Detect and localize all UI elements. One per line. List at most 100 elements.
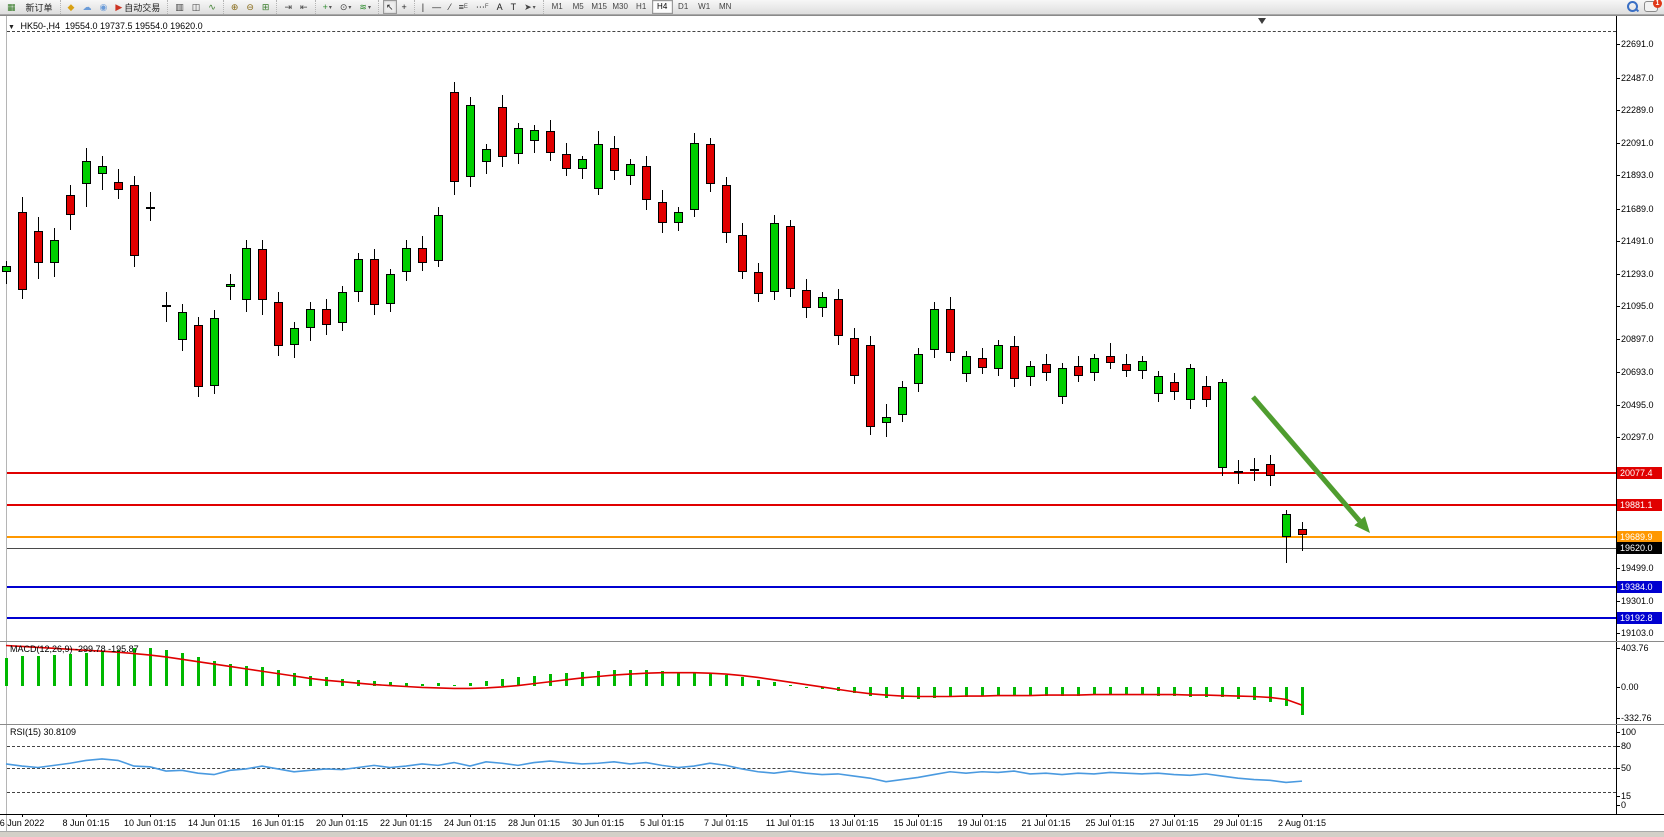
candle-bearish: [66, 195, 75, 215]
macd-pane-separator[interactable]: [0, 641, 1664, 642]
text-label-button[interactable]: T: [508, 0, 520, 14]
equidistant-channel-button[interactable]: ≡ E: [456, 0, 471, 14]
market-watch-icon[interactable]: ☁: [79, 0, 94, 14]
timeframe-button-m15[interactable]: M15: [591, 2, 607, 11]
timeframe-button-h4[interactable]: H4: [651, 0, 673, 14]
tile-windows-button-glyph: ⊞: [261, 2, 270, 12]
time-axis-tick: [406, 814, 407, 817]
time-axis-label: 2 Aug 01:15: [1277, 818, 1327, 828]
timeframe-button-m30[interactable]: M30: [612, 2, 628, 11]
time-axis-label: 16 Jun 01:15: [251, 818, 305, 828]
chart-shift-button-glyph: ⇤: [300, 2, 308, 12]
chevron-down-icon[interactable]: ▼: [8, 24, 15, 31]
candlestick-chart-button[interactable]: ◫: [189, 0, 204, 14]
axis-tick-label: 19499.0: [1621, 563, 1654, 574]
vertical-line-button[interactable]: |: [419, 0, 427, 14]
candle-bearish: [610, 147, 619, 171]
auto-scroll-button-glyph: ⇥: [284, 2, 293, 12]
signals-icon[interactable]: ◉: [96, 0, 110, 14]
macd-axis-label: 403.76: [1621, 643, 1649, 653]
dashed-level-line[interactable]: [7, 31, 1616, 33]
timeframe-button-m5[interactable]: M5: [572, 2, 584, 11]
time-axis-tick: [150, 814, 151, 817]
search-icon[interactable]: [1627, 1, 1638, 12]
timeframe-button-d1[interactable]: D1: [678, 2, 689, 11]
time-axis-label: 15 Jul 01:15: [893, 818, 943, 828]
horizontal-level-line[interactable]: [7, 472, 1616, 475]
macd-histogram-bar: [613, 670, 616, 687]
horizontal-level-line[interactable]: [7, 585, 1616, 588]
periods-button[interactable]: ⊙ ▾: [337, 0, 355, 14]
macd-histogram-bar: [485, 680, 488, 687]
text-button[interactable]: A: [494, 0, 506, 14]
candle-wick: [1286, 510, 1287, 563]
horizontal-level-line[interactable]: [7, 504, 1616, 507]
signals-icon-glyph: ◉: [99, 2, 108, 12]
terminal-icon[interactable]: ▦: [4, 0, 19, 14]
candle-bearish: [946, 308, 955, 353]
tile-windows-button[interactable]: ⊞: [259, 0, 273, 14]
timeframe-button-w1[interactable]: W1: [698, 2, 711, 11]
candle-bullish: [594, 144, 603, 189]
macd-histogram-bar: [885, 686, 888, 698]
timeframe-toolbar: M1 M5 M15 M30 H1 H4 D1 W1 MN: [542, 0, 739, 14]
line-chart-button[interactable]: ∿: [205, 0, 219, 14]
horizontal-line-button[interactable]: —: [429, 0, 444, 14]
symbol-ohlc: 19554.0 19737.5 19554.0 19620.0: [64, 21, 203, 31]
navigator-icon[interactable]: ◆: [65, 0, 78, 14]
time-axis-tick: [1302, 814, 1303, 817]
new-chart-button[interactable]: + ▾: [320, 0, 335, 14]
candle-bullish: [386, 274, 395, 304]
zoom-out-button[interactable]: ⊖: [243, 0, 257, 14]
trendline-button[interactable]: ⁄: [446, 0, 454, 14]
timeframe-button-h1[interactable]: H1: [636, 2, 647, 11]
candle-bullish: [1090, 357, 1099, 373]
symbol-name: HK50-,H4: [20, 21, 60, 31]
rsi-line: [5, 758, 1303, 784]
chart-shift-marker[interactable]: [1258, 18, 1266, 24]
macd-histogram-bar: [533, 675, 536, 687]
new-order-button[interactable]: 新订单: [21, 0, 56, 14]
bar-chart-button[interactable]: ▥: [172, 0, 187, 14]
zoom-in-button[interactable]: ⊕: [228, 0, 242, 14]
horizontal-level-line[interactable]: [7, 547, 1616, 549]
time-axis-label: 20 Jun 01:15: [315, 818, 369, 828]
cursor-button[interactable]: ↖: [382, 0, 397, 14]
price-level-tag: 19881.1: [1617, 499, 1662, 512]
macd-histogram-bar: [389, 682, 392, 687]
macd-axis-label: 0.00: [1621, 681, 1639, 692]
price-level-tag: 19689.9: [1617, 530, 1662, 543]
axis-tick: [1616, 633, 1620, 635]
candle-bearish: [1042, 364, 1051, 373]
trend-arrow-head[interactable]: [1354, 516, 1370, 533]
timeframe-button-m1[interactable]: M1: [551, 2, 563, 11]
chart-shift-button[interactable]: ⇤: [297, 0, 311, 14]
time-axis-tick: [1110, 814, 1111, 817]
time-axis-tick: [1174, 814, 1175, 817]
candle-bullish: [1282, 513, 1291, 537]
arrows-button[interactable]: ➤ ▾: [521, 0, 539, 14]
fibonacci-button[interactable]: ⋯ F: [473, 0, 492, 14]
candle-bearish: [562, 154, 571, 169]
indicators-button[interactable]: ≋ ▾: [356, 0, 374, 14]
auto-scroll-button[interactable]: ⇥: [281, 0, 295, 14]
candle-bearish: [1010, 346, 1019, 380]
trend-arrow-line[interactable]: [1251, 395, 1362, 523]
rsi-axis-label: 15: [1621, 791, 1632, 802]
horizontal-level-line[interactable]: [7, 535, 1616, 538]
macd-histogram-bar: [293, 673, 296, 687]
indicator-lines-overlay: [5, 395, 1370, 784]
macd-histogram-bar: [693, 671, 696, 687]
timeframe-button-mn[interactable]: MN: [718, 2, 732, 11]
candle-bearish: [1250, 469, 1259, 472]
autotrading-button[interactable]: ▶ 自动交易: [112, 0, 163, 14]
rsi-pane-separator[interactable]: [0, 724, 1664, 725]
axis-tick: [1616, 437, 1620, 439]
window-bottom-edge: [0, 831, 1664, 837]
crosshair-button[interactable]: +: [399, 0, 410, 14]
time-axis-tick: [86, 814, 87, 817]
chat-icon[interactable]: 1: [1644, 0, 1662, 12]
time-axis-tick: [1238, 814, 1239, 817]
horizontal-level-line[interactable]: [7, 617, 1616, 620]
time-axis-label: 22 Jun 01:15: [379, 818, 433, 828]
